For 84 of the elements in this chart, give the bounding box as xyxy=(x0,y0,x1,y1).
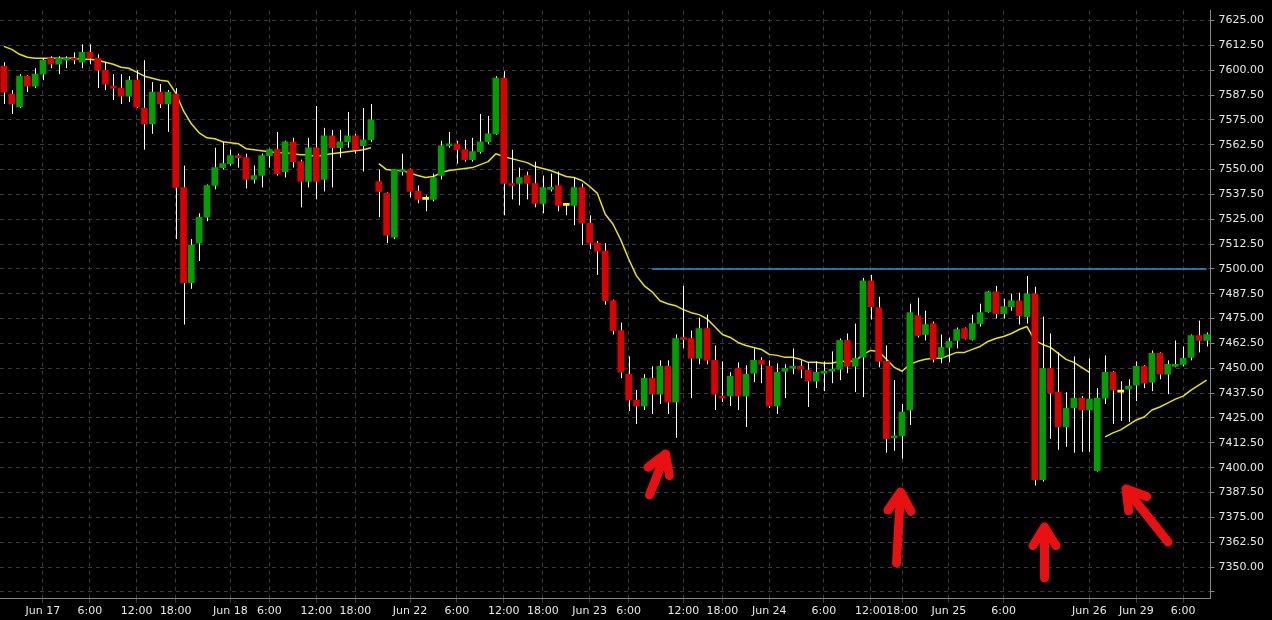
candlestick xyxy=(141,59,148,151)
x-tick-label: Jun 29 xyxy=(1117,604,1154,618)
candlestick xyxy=(851,323,859,393)
y-tick-label: 7350.00 xyxy=(1218,559,1265,573)
y-tick-label: 7412.50 xyxy=(1218,435,1265,449)
candlestick xyxy=(992,285,1000,320)
y-tick-label: 7362.50 xyxy=(1218,535,1265,549)
x-tick-label: Jun 23 xyxy=(571,604,607,618)
candlestick xyxy=(953,327,961,349)
x-tick-label: Jun 17 xyxy=(24,604,61,618)
candlestick xyxy=(914,297,921,338)
candlestick xyxy=(352,133,359,155)
candlestick xyxy=(945,336,953,363)
candlestick xyxy=(430,173,437,202)
x-tick-label: Jun 26 xyxy=(1071,604,1107,618)
y-tick-label: 7525.00 xyxy=(1218,212,1265,226)
x-tick-label: 6:00 xyxy=(1170,604,1196,618)
candlestick xyxy=(531,161,539,208)
candlestick xyxy=(1023,275,1031,325)
x-tick-label: 12:00 xyxy=(120,604,153,618)
candlestick xyxy=(1078,395,1085,453)
candlestick xyxy=(1015,292,1023,326)
candlestick xyxy=(633,389,640,425)
x-tick-label: 12:00 xyxy=(300,604,333,618)
y-tick-label: 7550.00 xyxy=(1218,162,1265,176)
x-tick-label: Jun 22 xyxy=(391,604,428,618)
candlestick xyxy=(39,57,47,81)
candlestick xyxy=(1132,360,1140,402)
y-tick-label: 7462.50 xyxy=(1218,336,1265,350)
x-tick-label: 12:00 xyxy=(487,604,520,618)
y-tick-label: 7625.00 xyxy=(1218,13,1265,27)
x-tick-label: 6:00 xyxy=(77,604,103,618)
y-tick-label: 7512.50 xyxy=(1218,236,1265,250)
candlestick xyxy=(922,310,929,341)
x-tick-label: 12:00 xyxy=(854,604,887,618)
candlestick xyxy=(594,240,601,276)
x-tick-label: Jun 18 xyxy=(212,604,248,618)
candlestick xyxy=(812,360,820,389)
candlestick xyxy=(758,356,765,384)
candlestick xyxy=(937,334,945,364)
y-tick-label: 7475.00 xyxy=(1218,311,1265,325)
candlestick xyxy=(516,167,523,206)
candlestick xyxy=(1195,320,1203,353)
candlestick xyxy=(750,347,757,383)
y-tick-label: 7487.50 xyxy=(1218,286,1265,300)
x-tick-label: 18:00 xyxy=(706,604,739,618)
y-tick-label: 7375.00 xyxy=(1218,510,1265,524)
y-tick-label: 7575.00 xyxy=(1218,112,1265,126)
candlestick xyxy=(726,371,734,407)
y-tick-label: 7450.00 xyxy=(1218,361,1265,375)
x-tick-label: 6:00 xyxy=(444,604,470,618)
candlestick xyxy=(359,107,367,173)
y-tick-label: 7600.00 xyxy=(1218,63,1265,77)
x-tick-label: 12:00 xyxy=(667,604,700,618)
y-tick-label: 7562.50 xyxy=(1218,137,1265,151)
y-tick-label: 7587.50 xyxy=(1218,87,1265,101)
y-tick-label: 7437.50 xyxy=(1218,385,1265,399)
candlestick xyxy=(570,177,578,226)
x-tick-label: 18:00 xyxy=(159,604,192,618)
y-tick-label: 7400.00 xyxy=(1218,460,1265,474)
x-tick-label: 18:00 xyxy=(886,604,918,618)
x-tick-label: 18:00 xyxy=(526,604,559,618)
y-tick-label: 7387.50 xyxy=(1218,485,1265,499)
candlestick xyxy=(1187,334,1195,361)
x-tick-label: Jun 25 xyxy=(930,604,967,618)
x-tick-label: 6:00 xyxy=(616,604,642,618)
y-tick-label: 7500.00 xyxy=(1218,261,1265,275)
candlestick xyxy=(78,43,86,69)
candlestick xyxy=(804,361,812,408)
x-tick-label: 6:00 xyxy=(257,604,282,618)
candlestick xyxy=(523,171,531,200)
x-tick-label: 18:00 xyxy=(339,604,372,618)
candlestick xyxy=(1156,351,1164,380)
x-tick-label: 6:00 xyxy=(991,604,1016,618)
candlestick xyxy=(555,171,562,212)
candlestick xyxy=(1140,364,1148,389)
y-tick-label: 7537.50 xyxy=(1218,187,1265,201)
x-tick-label: Jun 24 xyxy=(750,604,787,618)
y-tick-label: 7425.00 xyxy=(1218,410,1265,424)
candlestick xyxy=(8,89,16,115)
candlestick xyxy=(328,129,336,188)
candlestick xyxy=(375,169,383,218)
y-tick-label: 7612.50 xyxy=(1218,38,1265,52)
x-tick-label: 6:00 xyxy=(811,604,837,618)
